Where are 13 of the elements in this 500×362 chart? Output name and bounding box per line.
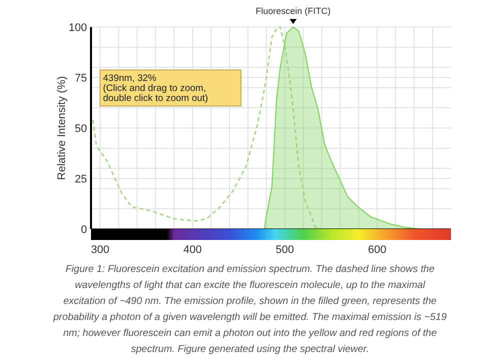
y-axis-title: Relative Intensity (%)	[56, 76, 68, 180]
y-tick-label: 100	[68, 22, 87, 34]
x-tick-label: 600	[368, 244, 386, 256]
annotation: 439nm, 32% (Click and drag to zoom, double click to zoom out)	[103, 73, 208, 104]
y-tick-label: 0	[80, 224, 87, 236]
y-tick-label: 75	[74, 72, 87, 84]
y-tick-label: 25	[74, 173, 87, 186]
caption: Figure 1: Fluorescein excitation and emission spectrum. The dashed line shows the wavelengths of light that can excite the fluorescein molecule, up to the maximal excitation of ~490 nm. The emission profile, shown in the filled green, represents the probability a photon of a given wavelength will be emitted. The maximal emission is ~519 nm; however fluorescein can emit a photon out into the yellow and red regions of the spectrum. Figure generated using the spectral viewer.	[52, 264, 448, 355]
x-tick-label: 300	[91, 244, 110, 256]
x-tick-label: 500	[276, 244, 294, 256]
y-tick-label: 50	[74, 122, 87, 135]
chart-title: Fluorescein (FITC)	[256, 6, 331, 16]
x-tick-label: 400	[183, 244, 202, 256]
